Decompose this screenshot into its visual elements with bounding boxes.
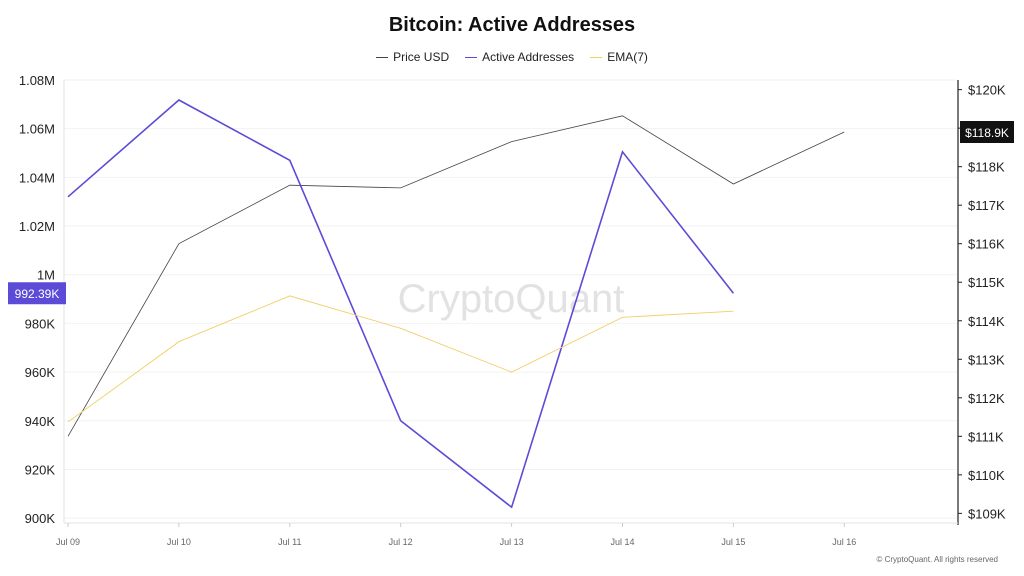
copyright-text: © CryptoQuant. All rights reserved	[877, 555, 999, 564]
left-tick-label: 1.02M	[19, 219, 55, 234]
watermark: CryptoQuant	[398, 277, 625, 321]
left-value-badge	[8, 282, 66, 305]
chart-title: Bitcoin: Active Addresses	[388, 14, 636, 36]
left-tick-label: 900K	[25, 511, 56, 526]
x-tick-label: Jul 13	[500, 537, 524, 547]
legend-label-price: Price USD	[393, 50, 450, 64]
legend-label-ema: EMA(7)	[607, 50, 648, 64]
left-tick-label: 940K	[25, 414, 56, 429]
right-tick-label: $117K	[968, 198, 1005, 213]
legend-swatch-price	[376, 56, 389, 58]
right-tick-label: $110K	[968, 468, 1005, 483]
legend-item-active-addresses[interactable]: Active Addresses	[465, 50, 574, 64]
right-value-badge-label: $118.9K	[965, 126, 1009, 140]
right-value-badge	[960, 121, 1014, 144]
left-tick-label: 920K	[25, 462, 56, 477]
right-tick-label: $112K	[968, 391, 1005, 406]
right-tick-label: $111K	[968, 429, 1004, 444]
legend: Price USD Active Addresses EMA(7)	[0, 50, 1024, 64]
x-tick-label: Jul 09	[56, 537, 80, 547]
right-tick-label: $116K	[968, 237, 1005, 252]
x-tick-label: Jul 15	[721, 537, 745, 547]
right-tick-label: $120K	[968, 83, 1006, 98]
x-tick-label: Jul 16	[832, 537, 856, 547]
x-tick-label: Jul 10	[167, 537, 191, 547]
right-tick-label: $115K	[968, 275, 1005, 290]
x-tick-label: Jul 12	[389, 537, 413, 547]
series-line-price[interactable]	[67, 115, 845, 437]
left-value-badge-label: 992.39K	[15, 287, 60, 301]
x-tick-label: Jul 14	[610, 537, 634, 547]
left-tick-label: 980K	[25, 316, 56, 331]
right-tick-label: $118K	[968, 160, 1005, 175]
left-tick-label: 1.04M	[19, 170, 55, 185]
legend-label-active-addresses: Active Addresses	[482, 50, 575, 64]
legend-item-ema[interactable]: EMA(7)	[590, 50, 648, 64]
legend-item-price[interactable]: Price USD	[376, 50, 449, 64]
x-tick-label: Jul 11	[278, 537, 301, 547]
left-tick-label: 960K	[25, 365, 56, 380]
legend-swatch-ema	[590, 56, 603, 58]
right-tick-label: $114K	[968, 314, 1005, 329]
left-tick-label: 1M	[37, 268, 55, 283]
right-tick-label: $109K	[968, 506, 1006, 521]
left-tick-label: 1.08M	[19, 73, 55, 88]
series-line-active-addresses[interactable]	[67, 99, 735, 509]
right-tick-label: $113K	[968, 352, 1005, 367]
left-tick-label: 1.06M	[19, 122, 55, 137]
legend-swatch-active-addresses	[465, 56, 478, 58]
series-line-ema[interactable]	[67, 295, 734, 423]
